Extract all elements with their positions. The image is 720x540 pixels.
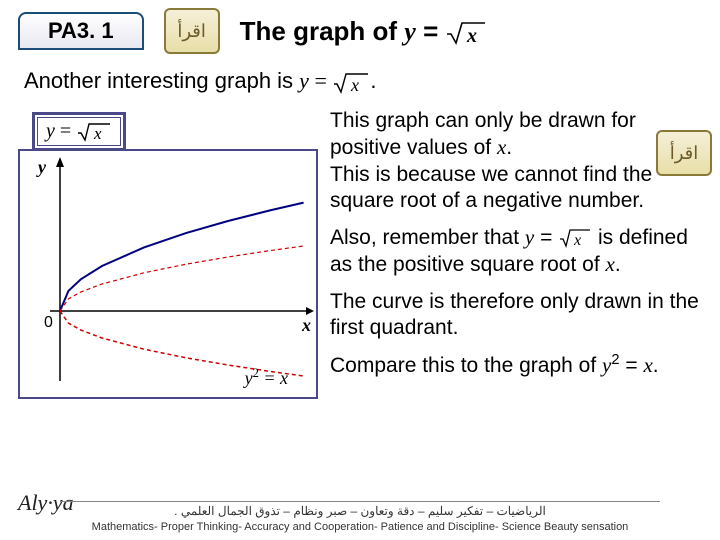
y2x-label: y2 = x [245, 366, 288, 389]
text-column: This graph can only be drawn for positiv… [330, 106, 702, 399]
graph-panel: y = x y x 0 y2 = x [18, 106, 318, 399]
svg-text:0: 0 [44, 314, 53, 331]
graph-svg: y x 0 [20, 151, 316, 397]
logo-icon: اقرأ [164, 8, 220, 54]
svg-text:x: x [350, 75, 359, 94]
slide-container: PA3. 1 اقرأ The graph of y = x Another i… [0, 0, 720, 540]
subtitle-period: . [370, 68, 376, 93]
subtitle-eq: y = x [299, 68, 370, 93]
graph-box: y x 0 y2 = x [18, 149, 318, 399]
header-row: PA3. 1 اقرأ The graph of y = x [18, 8, 702, 54]
svg-text:x: x [466, 25, 477, 46]
footer-arabic: الرياضيات – تفكير سليم – دقة وتعاون – صب… [0, 504, 720, 520]
para-4: The curve is therefore only drawn in the… [330, 289, 702, 342]
para-1: This graph can only be drawn for positiv… [330, 108, 702, 162]
content-row: y = x y x 0 y2 = x This graph can only be … [18, 106, 702, 399]
side-logo-icon: اقرأ [656, 130, 712, 176]
para-5: Compare this to the graph of y2 = x. [330, 351, 702, 379]
svg-text:x: x [93, 124, 102, 142]
svg-text:x: x [573, 232, 581, 248]
page-title: The graph of y = x [240, 16, 488, 47]
para-3: Also, remember that y = x is defined as … [330, 224, 702, 279]
subtitle-prefix: Another interesting graph is [24, 68, 299, 93]
subtitle: Another interesting graph is y = x. [24, 68, 702, 94]
svg-text:y: y [36, 157, 47, 177]
equation-box-inner: y = x [37, 117, 121, 146]
para-2: This is because we cannot find the squar… [330, 162, 702, 215]
sqrt-icon: x [558, 228, 592, 248]
title-eq: = [416, 16, 446, 46]
footer: الرياضيات – تفكير سليم – دقة وتعاون – صب… [0, 499, 720, 534]
lesson-tab: PA3. 1 [18, 12, 144, 50]
title-text: The graph of [240, 16, 405, 46]
title-var-y: y [404, 17, 416, 46]
sqrt-icon: x [332, 72, 370, 94]
equation-box: y = x [32, 112, 126, 151]
footer-english: Mathematics- Proper Thinking- Accuracy a… [0, 520, 720, 534]
sqrt-icon: x [76, 122, 112, 142]
svg-text:x: x [301, 315, 311, 335]
sqrt-icon: x [445, 20, 487, 46]
